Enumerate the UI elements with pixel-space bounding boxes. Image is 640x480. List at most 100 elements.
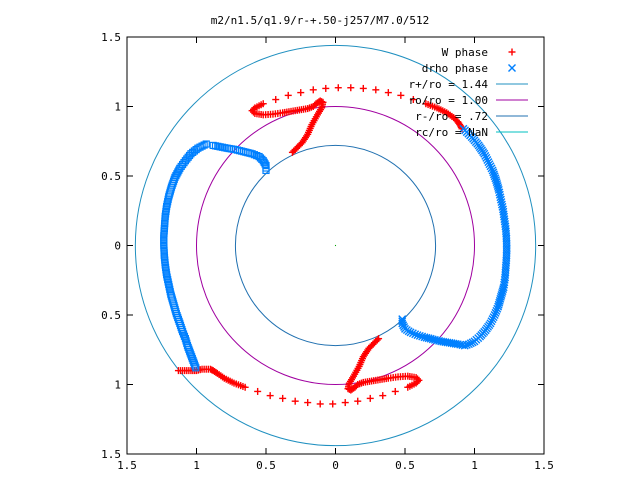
x-tick-label-0: 1.5 — [117, 459, 137, 472]
point-2-33 — [248, 150, 256, 158]
point-0-43 — [354, 397, 362, 405]
point-0-26-2 — [290, 147, 298, 155]
y-tick-label-6: 1.5 — [101, 448, 121, 461]
circle-0 — [134, 44, 537, 447]
point-0-30 — [384, 89, 392, 97]
point-0-41 — [329, 400, 337, 408]
point-1-36 — [398, 315, 407, 324]
point-1-19-2 — [492, 306, 501, 315]
point-0-72 — [254, 387, 262, 395]
point-2-37 — [262, 166, 270, 175]
y-tick-label-2: 0.5 — [101, 170, 121, 183]
point-2-21 — [179, 328, 187, 336]
point-0-6 — [272, 96, 280, 104]
series-1 — [398, 124, 511, 350]
y-tick-label-1: 1 — [114, 101, 121, 114]
point-2-26-1 — [190, 360, 199, 368]
point-0-4 — [297, 89, 305, 97]
point-1-4-2 — [486, 162, 495, 171]
point-0-46 — [391, 387, 399, 395]
y-tick-label-3: 0 — [114, 240, 121, 253]
point-1-4-3 — [487, 164, 496, 173]
point-1-4 — [484, 158, 493, 167]
series-marks — [160, 84, 511, 408]
point-0-32 — [409, 96, 417, 104]
x-tick-labels: 1.5 1 0.5 0 0.5 1 1.5 — [117, 459, 554, 472]
point-0-66-2 — [373, 336, 381, 344]
point-0-2 — [322, 84, 330, 92]
point-0-5 — [284, 91, 292, 99]
point-1-20-2 — [488, 315, 497, 324]
legend-label-series-1: drho phase — [422, 62, 488, 75]
point-1-20-1 — [489, 313, 498, 322]
legend-sample-series-0 — [508, 48, 516, 56]
point-0-44 — [366, 394, 374, 402]
point-0-42 — [341, 399, 349, 407]
point-0-70 — [279, 394, 287, 402]
point-2-21-1 — [179, 330, 188, 338]
legend: W phase drho phase r+/ro = 1.44 ro/ro = 1.0… — [409, 46, 528, 139]
series-2 — [160, 140, 270, 372]
point-2-21-2 — [180, 332, 189, 340]
point-0-0 — [347, 84, 355, 92]
legend-label-circle-0: r+/ro = 1.44 — [409, 78, 489, 91]
point-0-40 — [316, 400, 324, 408]
legend-sample-series-1 — [508, 64, 516, 72]
point-0-1 — [334, 84, 342, 92]
point-0-69 — [291, 397, 299, 405]
reference-circles — [134, 44, 537, 447]
point-1-20-3 — [487, 317, 496, 326]
series-0 — [174, 84, 466, 408]
legend-label-circle-2: r-/ro = .72 — [415, 110, 488, 123]
legend-label-circle-1: ro/ro = 1.00 — [409, 94, 488, 107]
point-1-3-2 — [482, 153, 491, 162]
x-tick-label-5: 1 — [471, 459, 478, 472]
point-0-71 — [266, 392, 274, 400]
x-tick-label-1: 1 — [193, 459, 200, 472]
chart-title: m2/n1.5/q1.9/r-+.50-j257/M7.0/512 — [211, 14, 430, 27]
point-1-32-1 — [411, 330, 420, 339]
point-2-33-2 — [253, 152, 261, 160]
y-tick-label-0: 1.5 — [101, 31, 121, 44]
x-tick-label-3: 0 — [332, 459, 339, 472]
x-tick-label-2: 0.5 — [256, 459, 276, 472]
point-0-27 — [288, 148, 296, 156]
x-tick-label-6: 1.5 — [534, 459, 554, 472]
point-0-67 — [375, 335, 383, 343]
y-tick-label-4: 0.5 — [101, 309, 121, 322]
axis-ticks — [126, 36, 545, 455]
circle-2 — [234, 144, 437, 347]
point-1-3-1 — [481, 151, 490, 160]
point-1-32-2 — [408, 329, 417, 338]
legend-label-series-0: W phase — [442, 46, 488, 59]
point-1-35-1 — [398, 317, 407, 326]
point-2-22 — [181, 335, 189, 343]
legend-label-circle-3: rc/ro = NaN — [415, 126, 488, 139]
point-1-31-2 — [415, 331, 424, 340]
circle-1 — [196, 106, 475, 385]
point-0-28 — [359, 84, 367, 92]
point-1-20 — [490, 311, 499, 319]
point-0-3 — [309, 86, 317, 94]
y-tick-labels: 1.5 1 0.5 0 0.5 1 1.5 — [101, 31, 121, 461]
point-0-29 — [372, 86, 380, 94]
point-1-19-1 — [493, 304, 502, 313]
point-2-26-2 — [191, 362, 199, 370]
point-1-19-3 — [491, 308, 500, 317]
point-1-32 — [413, 331, 422, 340]
point-1-31-1 — [418, 332, 427, 341]
point-0-45 — [379, 392, 387, 400]
point-0-31 — [397, 91, 405, 99]
point-1-3 — [480, 149, 489, 158]
y-tick-label-5: 1 — [114, 379, 121, 392]
x-tick-label-4: 0.5 — [395, 459, 415, 472]
point-0-84 — [174, 367, 182, 375]
point-0-68 — [304, 399, 312, 407]
center-dot — [334, 244, 337, 247]
point-1-31 — [420, 333, 429, 342]
point-2-20-3 — [178, 325, 186, 334]
point-1-4-1 — [485, 160, 494, 169]
point-1-19 — [494, 302, 503, 311]
point-1-3-3 — [483, 156, 492, 165]
point-2-27 — [192, 364, 200, 372]
